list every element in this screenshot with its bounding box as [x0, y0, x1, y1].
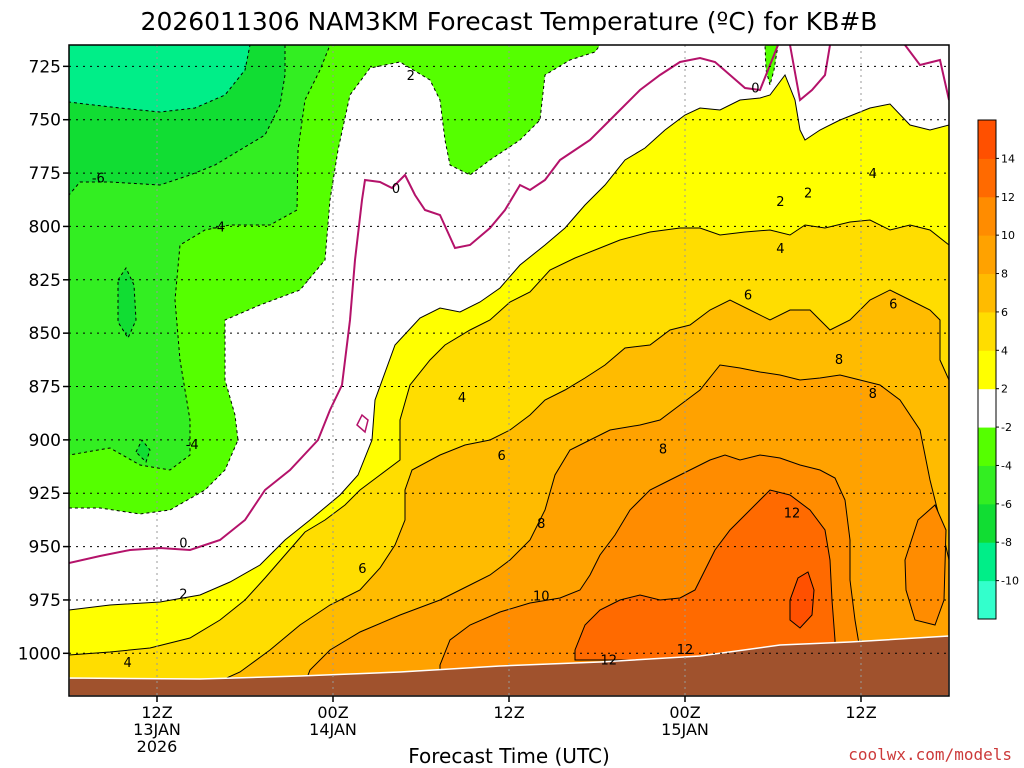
colorbar-swatch [978, 580, 996, 620]
contour-label: 4 [458, 391, 466, 406]
x-tick-label: 12Z [845, 703, 876, 722]
contour-label: 12 [600, 654, 617, 669]
contour-label: 12 [677, 643, 694, 658]
contour-label: 0 [751, 82, 759, 97]
contour-label: 4 [776, 242, 784, 257]
contour-label: 2 [804, 186, 812, 201]
contour-label: 8 [835, 353, 843, 368]
colorbar-tick-label: -10 [1001, 575, 1019, 588]
region-12-to-14 [574, 489, 836, 661]
contour-label: 0 [179, 536, 187, 551]
contour-label: 4 [869, 167, 877, 182]
contour-label: 6 [498, 449, 506, 464]
contour-label: 2 [776, 195, 784, 210]
x-tick-label: 14JAN [309, 720, 357, 739]
contour-label: -6 [92, 171, 105, 186]
x-tick-label: 2026 [137, 737, 178, 756]
x-tick-label: 12Z [141, 703, 172, 722]
y-tick-label: 975 [29, 591, 61, 611]
gridlines [69, 45, 949, 696]
y-tick-label: 1000 [18, 644, 61, 664]
y-tick-label: 950 [29, 538, 61, 558]
colorbar-swatch [978, 235, 996, 275]
contour-label: 0 [392, 182, 400, 197]
colorbar-tick-label: -8 [1001, 536, 1012, 549]
zero-degree-isotherm-right [904, 45, 949, 101]
y-tick-label: 775 [29, 164, 61, 184]
y-tick-label: 800 [29, 217, 61, 237]
x-axis-label: Forecast Time (UTC) [408, 744, 610, 768]
colorbar-swatch [978, 120, 996, 159]
y-tick-label: 925 [29, 484, 61, 504]
contour-label: 8 [537, 517, 545, 532]
contour-label: 10 [533, 590, 550, 605]
x-tick-label: 13JAN [133, 720, 181, 739]
contour-label: 2 [179, 588, 187, 603]
x-tick-label: 12Z [493, 703, 524, 722]
contour-label: 8 [659, 442, 667, 457]
contour-label: 6 [744, 289, 752, 304]
y-tick-label: 850 [29, 324, 61, 344]
contour-label: 6 [889, 297, 897, 312]
y-axis-ticks: 725 750 775 800 825 850 875 900 925 950 975 1000 [18, 57, 69, 664]
colorbar-swatch [978, 196, 996, 236]
cold-pocket [117, 266, 137, 340]
colorbar: -10 -8 -6 -4 -2 2 4 6 8 10 12 14 [977, 119, 1019, 620]
colorbar-tick-label: 8 [1001, 268, 1008, 281]
colorbar-swatch [978, 350, 996, 390]
x-tick-label: 00Z [669, 703, 700, 722]
colorbar-tick-label: -2 [1001, 421, 1012, 434]
colorbar-tick-label: -4 [1001, 459, 1012, 472]
colorbar-tick-label: 6 [1001, 306, 1008, 319]
region-14-to-16 [789, 571, 815, 629]
colorbar-tick-label: 14 [1001, 152, 1015, 165]
colorbar-tick-label: -6 [1001, 498, 1012, 511]
x-tick-label: 15JAN [661, 720, 709, 739]
contour-label: 4 [124, 656, 132, 671]
region-minus-10-to-minus-8 [69, 45, 251, 113]
colorbar-swatch [978, 503, 996, 543]
contour-label: 8 [869, 387, 877, 402]
plot-area [69, 45, 949, 696]
zero-degree-loop [356, 413, 369, 434]
colorbar-tick-label: 12 [1001, 191, 1015, 204]
contour-label: 12 [784, 506, 801, 521]
y-tick-label: 875 [29, 378, 61, 398]
credit-text: coolwx.com/models [848, 745, 1012, 764]
contour-label: 6 [358, 562, 366, 577]
colorbar-swatch [978, 158, 996, 198]
contour-label: -4 [186, 438, 199, 453]
y-tick-label: 825 [29, 271, 61, 291]
zero-degree-isotherm [69, 45, 779, 564]
colorbar-swatch [978, 311, 996, 351]
contour-labels: 2 0 -6 0 2 2 4 -4 4 6 6 8 8 4 -4 6 8 12 8 0 6 2 10 12 12 4 [92, 69, 898, 671]
y-tick-label: 750 [29, 111, 61, 131]
colorbar-frame [977, 119, 997, 620]
colorbar-swatch [978, 427, 996, 466]
zero-degree-isotherm-upper-right [789, 45, 831, 102]
contour-label: 2 [407, 69, 415, 84]
chart-title: 2026011306 NAM3KM Forecast Temperature (… [141, 7, 878, 36]
colorbar-swatch [978, 388, 996, 428]
x-tick-label: 00Z [317, 703, 348, 722]
colorbar-swatch [978, 273, 996, 313]
colorbar-swatch [978, 465, 996, 505]
y-tick-label: 900 [29, 431, 61, 451]
contour-label: -4 [212, 220, 225, 235]
colorbar-swatch [978, 542, 996, 582]
colorbar-tick-label: 10 [1001, 229, 1015, 242]
y-tick-label: 725 [29, 57, 61, 77]
colorbar-tick-label: 2 [1001, 383, 1008, 396]
colorbar-tick-label: 4 [1001, 344, 1008, 357]
cold-pocket-2 [135, 439, 151, 463]
ground-terrain [69, 635, 949, 696]
